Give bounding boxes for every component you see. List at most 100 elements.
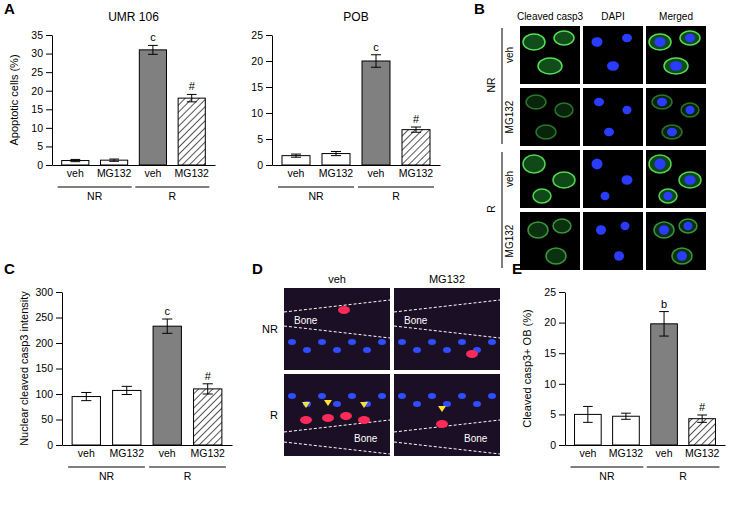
labelled-cell: [322, 414, 334, 422]
x-tick: MG132: [190, 445, 225, 459]
y-tick-mark: [266, 87, 272, 88]
error-bar-stem: [86, 392, 87, 400]
y-tick-label: 30: [31, 47, 43, 59]
error-bar-stem: [126, 386, 127, 394]
y-tick-label: 20: [544, 316, 556, 328]
group-bracket: [647, 467, 720, 468]
nucleus: [288, 393, 296, 399]
nucleus: [288, 339, 296, 345]
error-bar-cap: [203, 383, 213, 384]
nucleus: [348, 339, 356, 345]
y-tick: 0: [257, 159, 272, 171]
cell-cytoplasm: [654, 222, 674, 238]
x-axis-line: [273, 165, 441, 166]
row-label: veh: [504, 47, 515, 63]
y-tick: 0: [37, 159, 52, 171]
y-tick-mark: [559, 384, 565, 385]
figure: ABCDEc#05101520253035vehMG132vehMG132NRR…: [0, 0, 736, 507]
x-tick: MG132: [174, 165, 209, 179]
error-bar-cap: [659, 336, 669, 337]
cell-nucleus: [621, 222, 630, 230]
micrograph-background: [583, 26, 643, 84]
y-tick-label: 15: [544, 347, 556, 359]
cell-cytoplasm: [679, 172, 701, 188]
error-bar: [371, 55, 381, 67]
error-bar: [621, 413, 631, 419]
chart-title: UMR 106: [108, 10, 159, 24]
cell-cytoplasm: [546, 248, 566, 264]
nucleus: [413, 347, 421, 353]
panel-label: B: [474, 0, 485, 17]
error-bar-cap: [291, 157, 301, 158]
micrograph-background: [394, 374, 500, 456]
x-axis-line: [53, 165, 216, 166]
micrograph-background: [646, 150, 706, 208]
bar: [282, 156, 310, 165]
micrograph: [646, 212, 706, 270]
error-bar-stem: [376, 55, 377, 67]
micrograph: [520, 88, 580, 146]
micrograph-background: [520, 26, 580, 84]
y-axis-line: [52, 36, 53, 166]
row-label: R: [270, 409, 278, 421]
x-tick-label: MG132: [399, 167, 434, 179]
micrograph: [583, 212, 643, 270]
micrograph-background: [583, 88, 643, 146]
y-tick-label: 5: [37, 140, 43, 152]
y-tick: 50: [41, 413, 62, 425]
x-tick: veh: [368, 165, 385, 179]
group-bracket: [58, 187, 132, 188]
error-bar: [583, 406, 593, 422]
x-tick-label: MG132: [174, 167, 209, 179]
y-tick-mark: [266, 139, 272, 140]
y-tick: 300: [35, 286, 62, 298]
panel-label: D: [252, 260, 263, 277]
bar: [362, 61, 390, 165]
region-label: Bone: [354, 433, 378, 444]
micrograph: [583, 88, 643, 146]
error-bar-cap: [371, 67, 381, 68]
plot-area: [72, 319, 222, 445]
nucleus: [458, 339, 466, 345]
y-tick-mark: [266, 113, 272, 114]
group-label: NR: [99, 470, 115, 482]
y-axis-title: Nuclear cleaved casp3 intensity: [18, 291, 30, 446]
error-bar-stem: [191, 94, 192, 101]
y-tick-label: 0: [47, 439, 53, 451]
group-bracket: [502, 28, 503, 144]
error-bar-stem: [702, 415, 703, 422]
background: [0, 0, 736, 507]
bar: [153, 326, 181, 445]
y-tick-label: 5: [257, 133, 263, 145]
cell-cytoplasm: [680, 31, 700, 45]
error-bar-cap: [81, 400, 91, 401]
error-bar-cap: [148, 45, 158, 46]
plot-area: [282, 55, 430, 165]
bar: [178, 98, 205, 165]
cell-cytoplasm: [528, 222, 548, 238]
y-tick-label: 35: [31, 29, 43, 41]
y-tick-label: 0: [550, 439, 556, 451]
panel-label: C: [4, 260, 15, 277]
bar-chart: c#050100150200250300vehMG132vehMG132NRRN…: [18, 286, 233, 482]
nucleus: [333, 347, 341, 353]
y-tick-mark: [46, 72, 52, 73]
significance-label: #: [189, 80, 196, 92]
error-bar-cap: [697, 422, 707, 423]
error-bar-cap: [162, 319, 172, 320]
y-tick: 5: [550, 408, 565, 420]
nucleus: [378, 393, 386, 399]
cell-nucleus: [684, 222, 693, 230]
error-bar-cap: [411, 132, 421, 133]
error-bar-cap: [331, 151, 341, 152]
y-axis: 050100150200250300: [35, 286, 62, 451]
column-header: MG132: [429, 273, 465, 285]
error-bar-cap: [70, 159, 80, 160]
row-label: MG132: [504, 100, 515, 133]
y-tick-label: 50: [41, 413, 53, 425]
x-tick-label: MG132: [319, 167, 354, 179]
micrograph-background: [646, 212, 706, 270]
row-label: veh: [504, 171, 515, 187]
bone-boundary: [284, 420, 390, 432]
y-tick-mark: [56, 343, 62, 344]
